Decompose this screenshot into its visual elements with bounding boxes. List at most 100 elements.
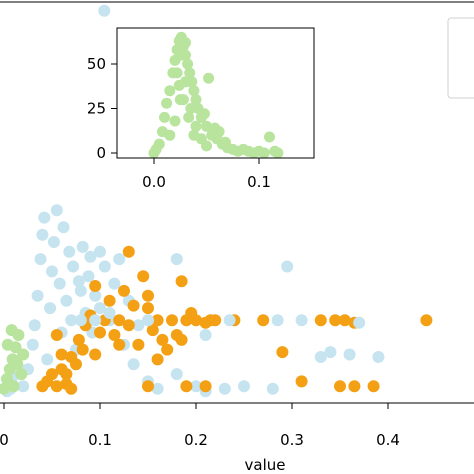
main-xtick-label-4: 0.4 (376, 431, 400, 449)
main-point-s2-23 (142, 302, 154, 315)
main-point-s1-10 (11, 358, 24, 371)
main-point-s0-7 (28, 319, 41, 332)
main-point-s1-7 (17, 348, 30, 361)
inset-point-55 (188, 129, 200, 141)
inset-point-41 (164, 129, 176, 141)
main-point-s0-54 (343, 348, 356, 361)
main-point-s2-48 (367, 380, 380, 393)
main-point-s2-43 (420, 314, 433, 327)
main-point-s2-61 (175, 333, 188, 346)
main-point-s0-12 (41, 353, 54, 366)
main-point-s2-26 (156, 333, 169, 346)
main-point-s2-44 (276, 346, 289, 359)
main-point-s2-57 (199, 380, 212, 393)
main-point-s0-55 (372, 351, 385, 363)
main-point-s2-58 (89, 280, 102, 292)
main-point-s2-33 (190, 314, 202, 327)
main-point-s2-49 (122, 245, 135, 258)
main-point-s2-47 (348, 380, 361, 393)
main-point-s2-55 (142, 380, 154, 393)
main-point-s0-6 (26, 338, 39, 351)
inset-point-53 (177, 94, 189, 106)
main-xtick-label-3: 0.3 (280, 431, 304, 449)
main-x-ticks: 0 0.1 0.2 0.3 0.4 (0, 403, 400, 449)
main-point-s0-19 (57, 221, 70, 234)
main-point-s0-38 (113, 253, 126, 266)
inset-ytick-label-0: 0 (96, 144, 106, 162)
main-point-s2-13 (94, 326, 106, 339)
main-point-s0-16 (50, 204, 63, 217)
main-point-s2-3 (50, 380, 63, 393)
inset-point-49 (171, 67, 183, 79)
main-point-s0-42 (132, 319, 145, 332)
main-point-s0-23 (67, 260, 80, 273)
main-panel-points (0, 204, 433, 398)
main-point-s0-50 (266, 382, 279, 395)
main-point-s2-17 (113, 314, 126, 327)
inset-point-51 (180, 37, 191, 49)
main-point-s3-4 (223, 314, 236, 327)
inset-x-ticks: 0.0 0.1 (142, 158, 271, 191)
inset-point-18 (190, 94, 202, 106)
main-point-s1-8 (1, 338, 14, 351)
main-xtick-label-2: 0.2 (184, 431, 208, 449)
main-point-s0-37 (108, 277, 121, 290)
inset-panel: 0.0 0.1 0 25 50 (87, 27, 315, 191)
main-point-s2-50 (142, 289, 154, 302)
main-point-s3-3 (142, 314, 154, 327)
main-point-s0-57 (170, 253, 183, 266)
main-point-s3-1 (89, 314, 102, 327)
main-point-s0-17 (53, 277, 66, 290)
inset-ytick-label-2: 50 (87, 55, 106, 73)
inset-point-21 (198, 108, 210, 120)
inset-point-23 (203, 72, 215, 84)
main-point-s0-33 (94, 302, 106, 315)
main-point-s0-22 (65, 314, 78, 327)
main-point-s0-10 (36, 228, 49, 241)
main-panel: 0 0.1 0.2 0.3 0.4 value (0, 204, 474, 474)
main-point-s0-49 (238, 380, 250, 393)
main-point-s3-7 (353, 316, 366, 329)
inset-point-45 (185, 103, 197, 114)
main-point-s2-28 (166, 314, 178, 327)
main-point-s0-46 (190, 380, 202, 393)
main-point-s0-45 (170, 368, 183, 381)
main-xtick-label-1: 0.1 (88, 431, 112, 449)
main-point-s3-5 (271, 314, 284, 327)
main-point-s2-8 (72, 333, 85, 346)
legend-box (447, 17, 474, 99)
main-point-s2-9 (76, 343, 89, 356)
main-xtick-label-0: 0 (0, 431, 9, 449)
main-point-s0-58 (199, 329, 212, 341)
main-point-s0-13 (44, 302, 57, 315)
inset-point-17 (188, 85, 200, 97)
inset-point-22 (201, 120, 212, 132)
inset-point-42 (169, 115, 181, 127)
main-point-s2-60 (151, 353, 164, 366)
main-point-s2-40 (329, 314, 342, 327)
inset-point-15 (184, 67, 196, 79)
main-point-s2-2 (46, 368, 58, 381)
main-point-s1-6 (15, 368, 28, 381)
main-point-s2-52 (55, 348, 68, 361)
main-point-s0-15 (47, 236, 60, 248)
main-point-s2-22 (137, 270, 150, 283)
inset-point-48 (201, 140, 212, 152)
main-point-s2-27 (161, 343, 174, 356)
inset-frame (116, 27, 315, 159)
main-point-s2-12 (89, 348, 102, 361)
main-point-s0-52 (314, 351, 327, 363)
main-point-s1-11 (5, 324, 18, 337)
main-point-s0-29 (82, 270, 95, 283)
main-point-s2-19 (122, 319, 135, 332)
main-point-s2-24 (146, 324, 159, 337)
main-point-s2-18 (118, 284, 130, 297)
x-axis-label: value (245, 456, 286, 474)
main-point-s2-53 (60, 368, 73, 381)
main-point-s0-32 (89, 289, 102, 302)
inset-point-46 (190, 120, 202, 132)
main-point-s0-56 (281, 260, 294, 273)
main-point-s2-21 (132, 338, 145, 351)
inset-point-14 (182, 58, 194, 70)
inset-point-50 (175, 49, 187, 61)
